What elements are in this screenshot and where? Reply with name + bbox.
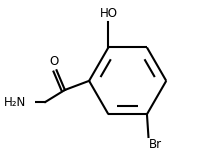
Text: Br: Br: [149, 138, 162, 151]
Text: O: O: [49, 55, 58, 68]
Text: HO: HO: [99, 7, 117, 20]
Text: H₂N: H₂N: [4, 95, 26, 108]
